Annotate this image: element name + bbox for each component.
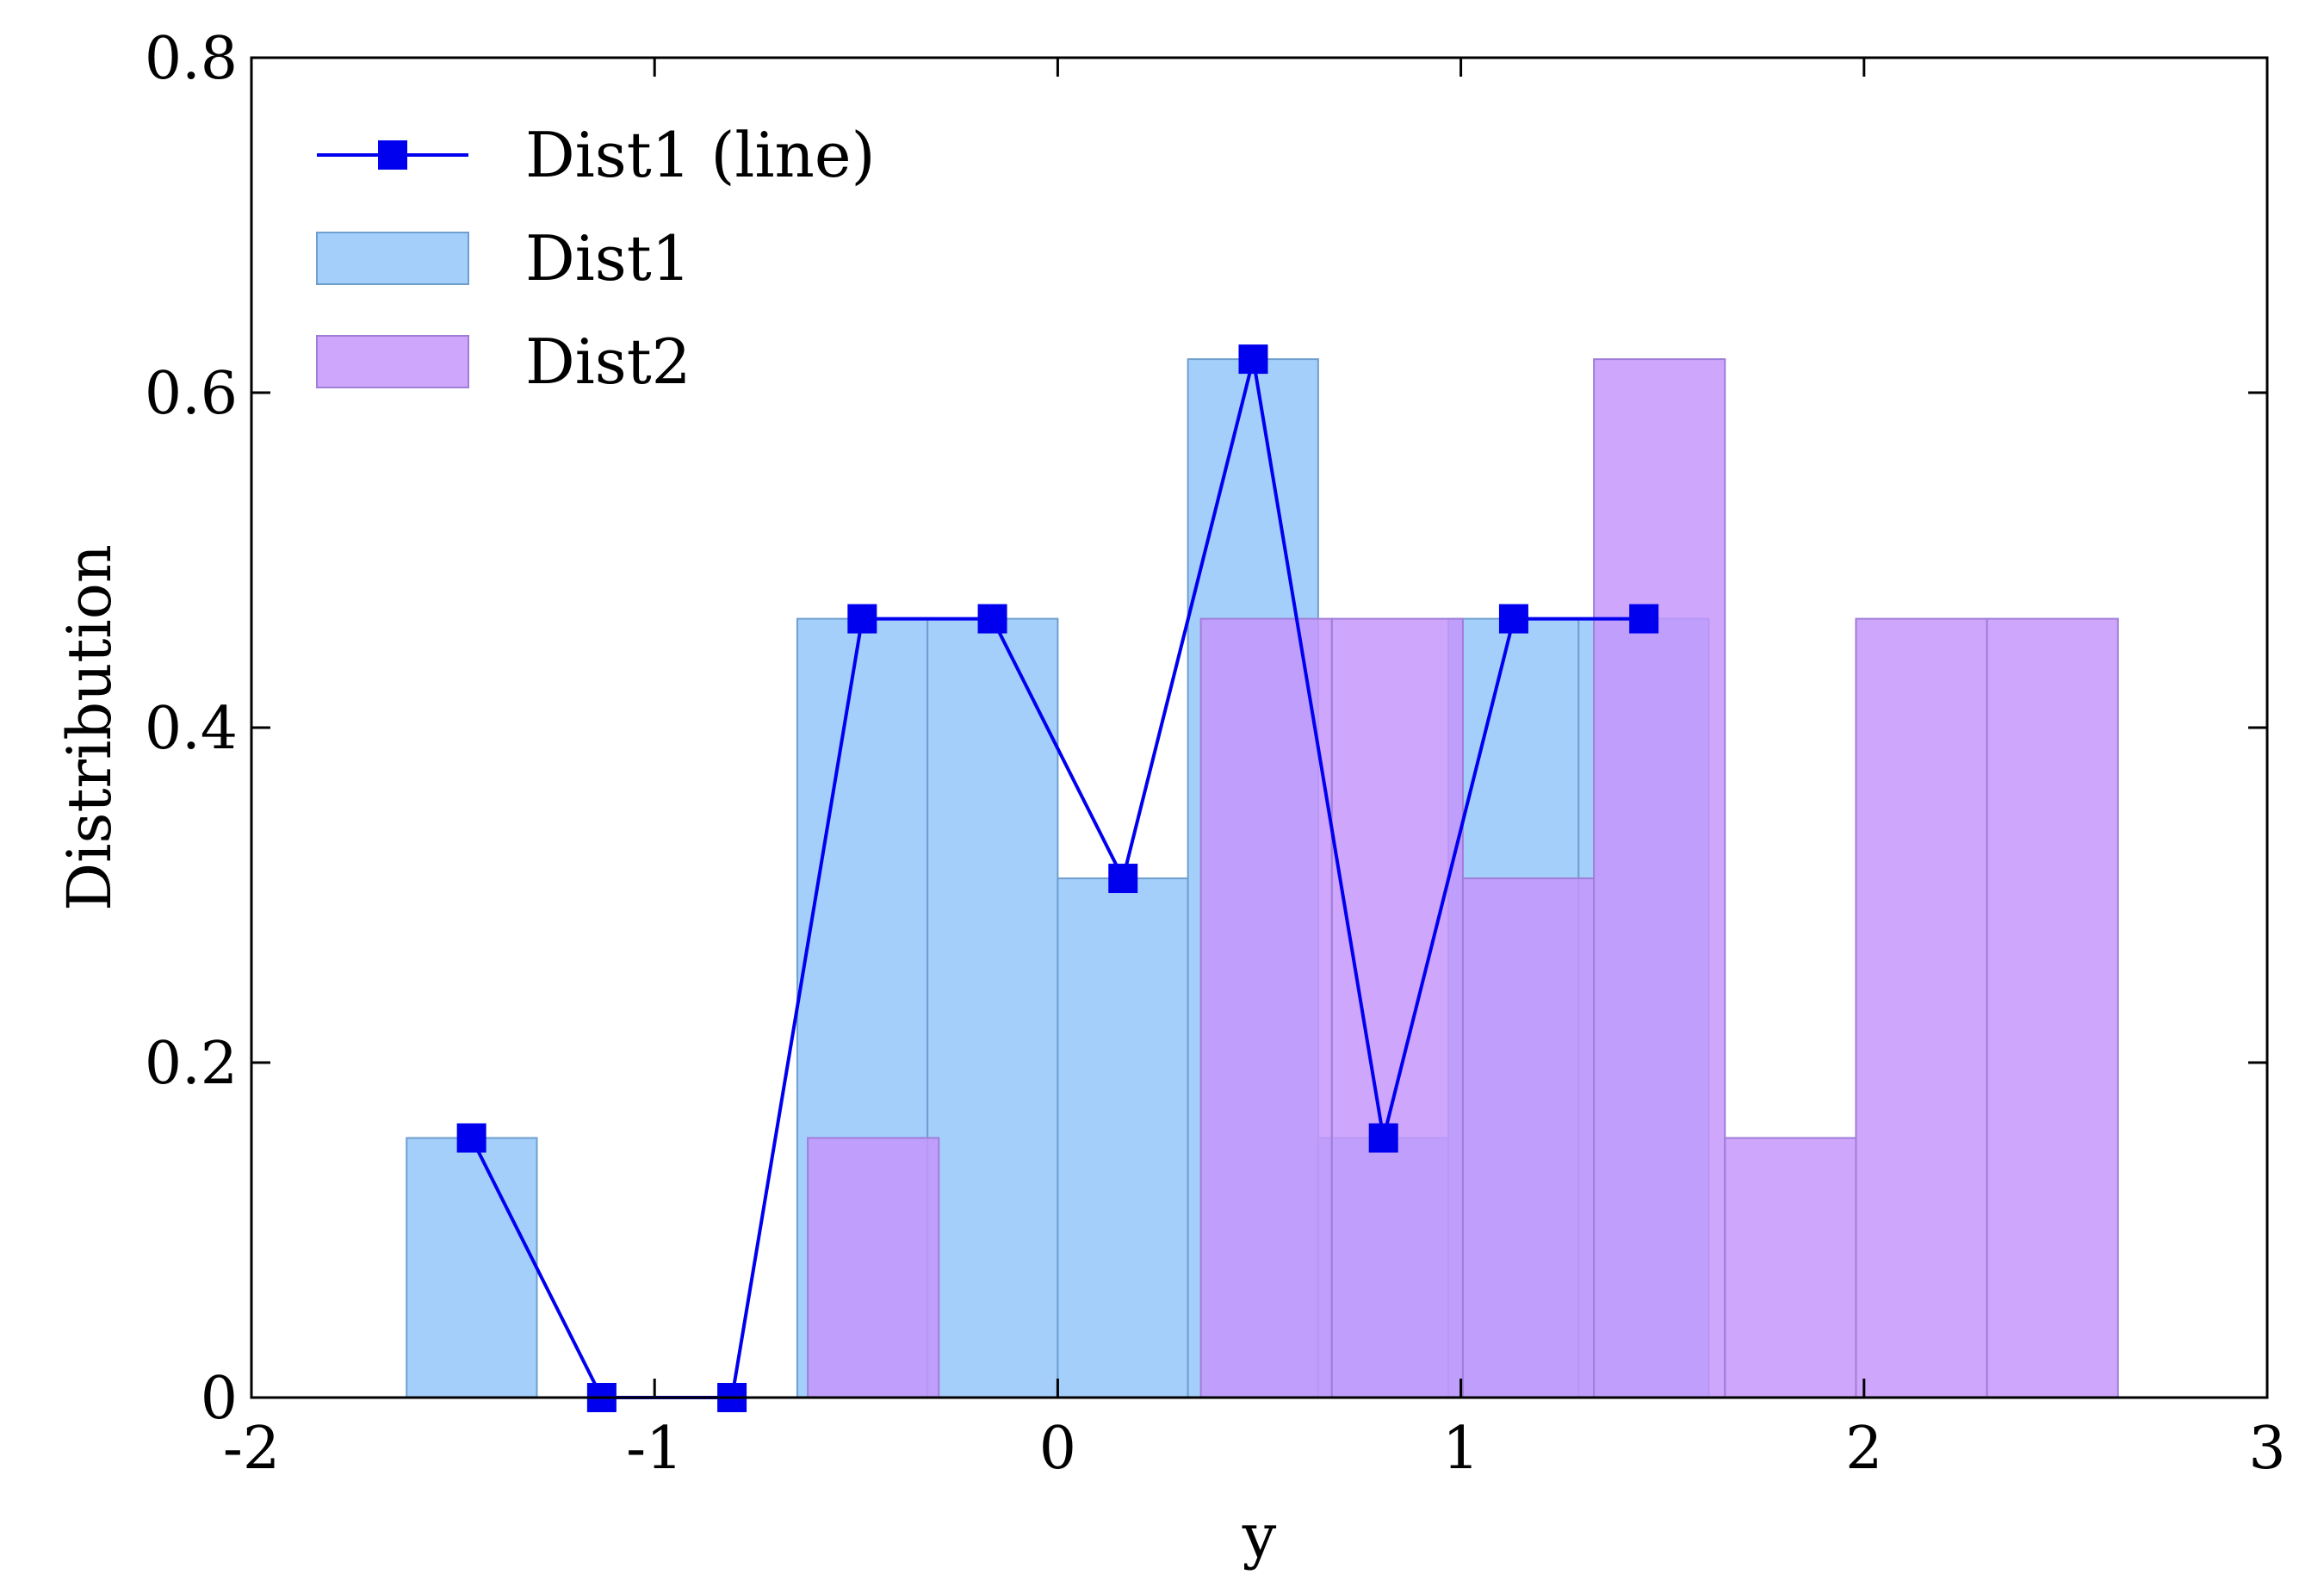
dist2-bar [1986,617,2119,1398]
y-axis-ticks: 0 0.2 0.4 0.6 0.8 [145,25,2267,1433]
y-axis-label: Distribution [54,544,125,911]
dist1-line-marker [1629,604,1659,634]
dist1-line-marker [1238,344,1268,375]
legend-patch-swatch [316,335,469,388]
dist1-bar [927,617,1059,1398]
x-tick-label: 2 [1845,1415,1882,1483]
x-axis-label: y [1242,1501,1277,1572]
legend-label-dist1: Dist1 [525,222,691,294]
dist2-bar [1855,617,1988,1398]
dist2-bar [1724,1137,1857,1399]
x-tick-label: 3 [2248,1415,2285,1483]
dist1-line-marker [1498,604,1528,634]
dist2-bars [807,358,2119,1399]
x-tick-label: 0 [1039,1415,1076,1483]
dist1-bar [1057,877,1189,1398]
legend-patch-swatch [316,232,469,285]
dist2-bar [1199,617,1333,1398]
x-tick-label: -2 [223,1415,280,1483]
legend: Dist1 (line) Dist1 Dist2 [316,119,876,398]
dist1-line-marker [1368,1123,1398,1153]
dist1-bar [406,1137,538,1399]
dist1-line-marker [1108,864,1138,894]
legend-label-dist1-line: Dist1 (line) [525,119,876,191]
dist2-bar [807,1137,940,1399]
x-tick-label: -1 [626,1415,683,1483]
y-tick-label: 0.4 [145,695,238,763]
legend-label-dist2: Dist2 [525,325,691,398]
y-tick-label: 0.2 [145,1030,238,1098]
dist2-bar [1593,358,1726,1399]
x-tick-label: 1 [1442,1415,1479,1483]
y-tick-label: 0 [201,1365,238,1433]
dist1-line-marker [456,1123,486,1153]
dist1-line-marker [847,604,877,634]
dist1-line-marker [977,604,1007,634]
dist2-bar [1330,617,1464,1398]
y-tick-label: 0.8 [145,25,238,93]
legend-marker-swatch [378,140,407,170]
y-tick-label: 0.6 [145,360,238,428]
x-axis-ticks: -2 -1 0 1 2 3 [223,58,2286,1483]
dist2-bar [1461,877,1596,1398]
